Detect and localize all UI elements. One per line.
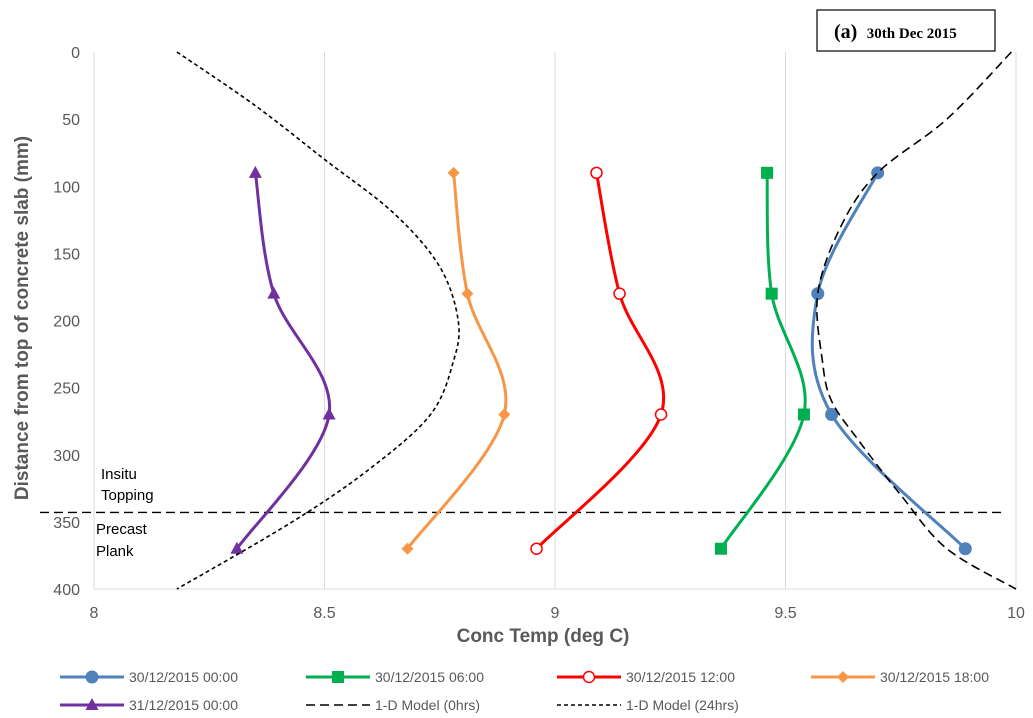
- series-3-point-3: [401, 542, 414, 555]
- series-0-point-3: [958, 542, 972, 556]
- y-tick-label-1: 50: [62, 112, 80, 129]
- series-0-point-2: [825, 407, 839, 421]
- x-tick-label-2: 9: [551, 605, 560, 622]
- svg-text:(a) 30th Dec 2015: (a) 30th Dec 2015: [834, 21, 957, 43]
- gridlines: [93, 52, 1017, 590]
- y-tick-label-6: 300: [53, 448, 80, 465]
- legend-item-1: 30/12/2015 06:00: [306, 669, 484, 685]
- series-3-point-0: [447, 166, 460, 179]
- y-tick-label-5: 250: [53, 381, 80, 398]
- series-3-point-2: [498, 408, 511, 421]
- series-line-1: [719, 172, 807, 550]
- series-line-4: [235, 172, 332, 550]
- legend-item-2: 30/12/2015 12:00: [557, 669, 735, 685]
- x-tick-label-3: 9.5: [774, 605, 796, 622]
- annotation-plank-1: Precast: [96, 521, 148, 538]
- y-tick-label-7: 350: [53, 515, 80, 532]
- series-1-point-0: [761, 166, 774, 179]
- series-1-point-2: [797, 408, 810, 421]
- series-3: [401, 166, 511, 555]
- series-1-point-3: [714, 542, 727, 555]
- annotation-plank-2: Plank: [96, 543, 134, 560]
- chart-title-letter: (a): [834, 21, 857, 43]
- series-5: [816, 51, 1017, 590]
- legend-item-5: 1-D Model (0hrs): [306, 697, 480, 713]
- legend-item-6: 1-D Model (24hrs): [557, 697, 739, 713]
- series-6: [176, 51, 460, 590]
- series-3-point-1: [461, 287, 474, 300]
- series-4-point-1: [267, 286, 281, 299]
- series-line-6: [176, 51, 460, 590]
- series-4: [230, 165, 336, 554]
- series-4-point-3: [230, 541, 244, 554]
- y-tick-label-4: 200: [53, 314, 80, 331]
- legend-marker-2: [582, 670, 596, 684]
- y-tick-label-3: 150: [53, 246, 80, 263]
- legend-marker-4: [85, 698, 99, 710]
- legend-label-6: 1-D Model (24hrs): [626, 697, 739, 713]
- legend-label-4: 31/12/2015 00:00: [129, 697, 238, 713]
- legend-item-4: 31/12/2015 00:00: [60, 697, 238, 713]
- annotation-topping-1: Insitu: [101, 466, 137, 483]
- series-0: [810, 166, 972, 556]
- series-line-0: [810, 172, 967, 550]
- chart-title-date: 30th Dec 2015: [867, 26, 957, 42]
- legend-label-2: 30/12/2015 12:00: [626, 669, 735, 685]
- series-1: [714, 166, 810, 555]
- y-tick-label-0: 0: [71, 45, 80, 62]
- series-4-point-0: [248, 165, 262, 178]
- x-tick-label-4: 10: [1007, 605, 1025, 622]
- legend-item-0: 30/12/2015 00:00: [60, 669, 238, 685]
- legend-marker-0: [85, 670, 99, 684]
- series-layer: [176, 51, 1017, 590]
- x-tick-label-0: 8: [90, 605, 99, 622]
- legend-marker-3: [837, 671, 849, 683]
- legend-label-1: 30/12/2015 06:00: [375, 669, 484, 685]
- y-tick-label-8: 400: [53, 582, 80, 599]
- series-2-point-3: [530, 542, 543, 555]
- series-4-point-2: [322, 407, 336, 420]
- legend-label-5: 1-D Model (0hrs): [375, 697, 480, 713]
- series-2-point-2: [654, 408, 668, 421]
- series-line-5: [816, 51, 1017, 590]
- series-line-3: [406, 172, 508, 550]
- chart-title-box: (a) 30th Dec 2015: [816, 9, 996, 52]
- series-2: [530, 166, 668, 555]
- y-tick-label-2: 100: [53, 179, 80, 196]
- legend-item-3: 30/12/2015 18:00: [811, 669, 989, 685]
- legend-label-3: 30/12/2015 18:00: [880, 669, 989, 685]
- x-axis-title: Conc Temp (deg C): [457, 626, 630, 647]
- y-axis-title: Distance from top of concrete slab (mm): [12, 136, 33, 500]
- legend-label-0: 30/12/2015 00:00: [129, 669, 238, 685]
- legend: 30/12/2015 00:00 30/12/2015 06:00 30/12/20…: [60, 669, 989, 713]
- series-2-point-0: [590, 166, 603, 180]
- series-1-point-1: [765, 287, 778, 300]
- x-tick-label-1: 8.5: [313, 605, 335, 622]
- legend-marker-1: [332, 671, 344, 683]
- series-2-point-1: [613, 287, 626, 300]
- series-line-2: [535, 172, 666, 550]
- annotation-topping-2: Topping: [101, 487, 154, 504]
